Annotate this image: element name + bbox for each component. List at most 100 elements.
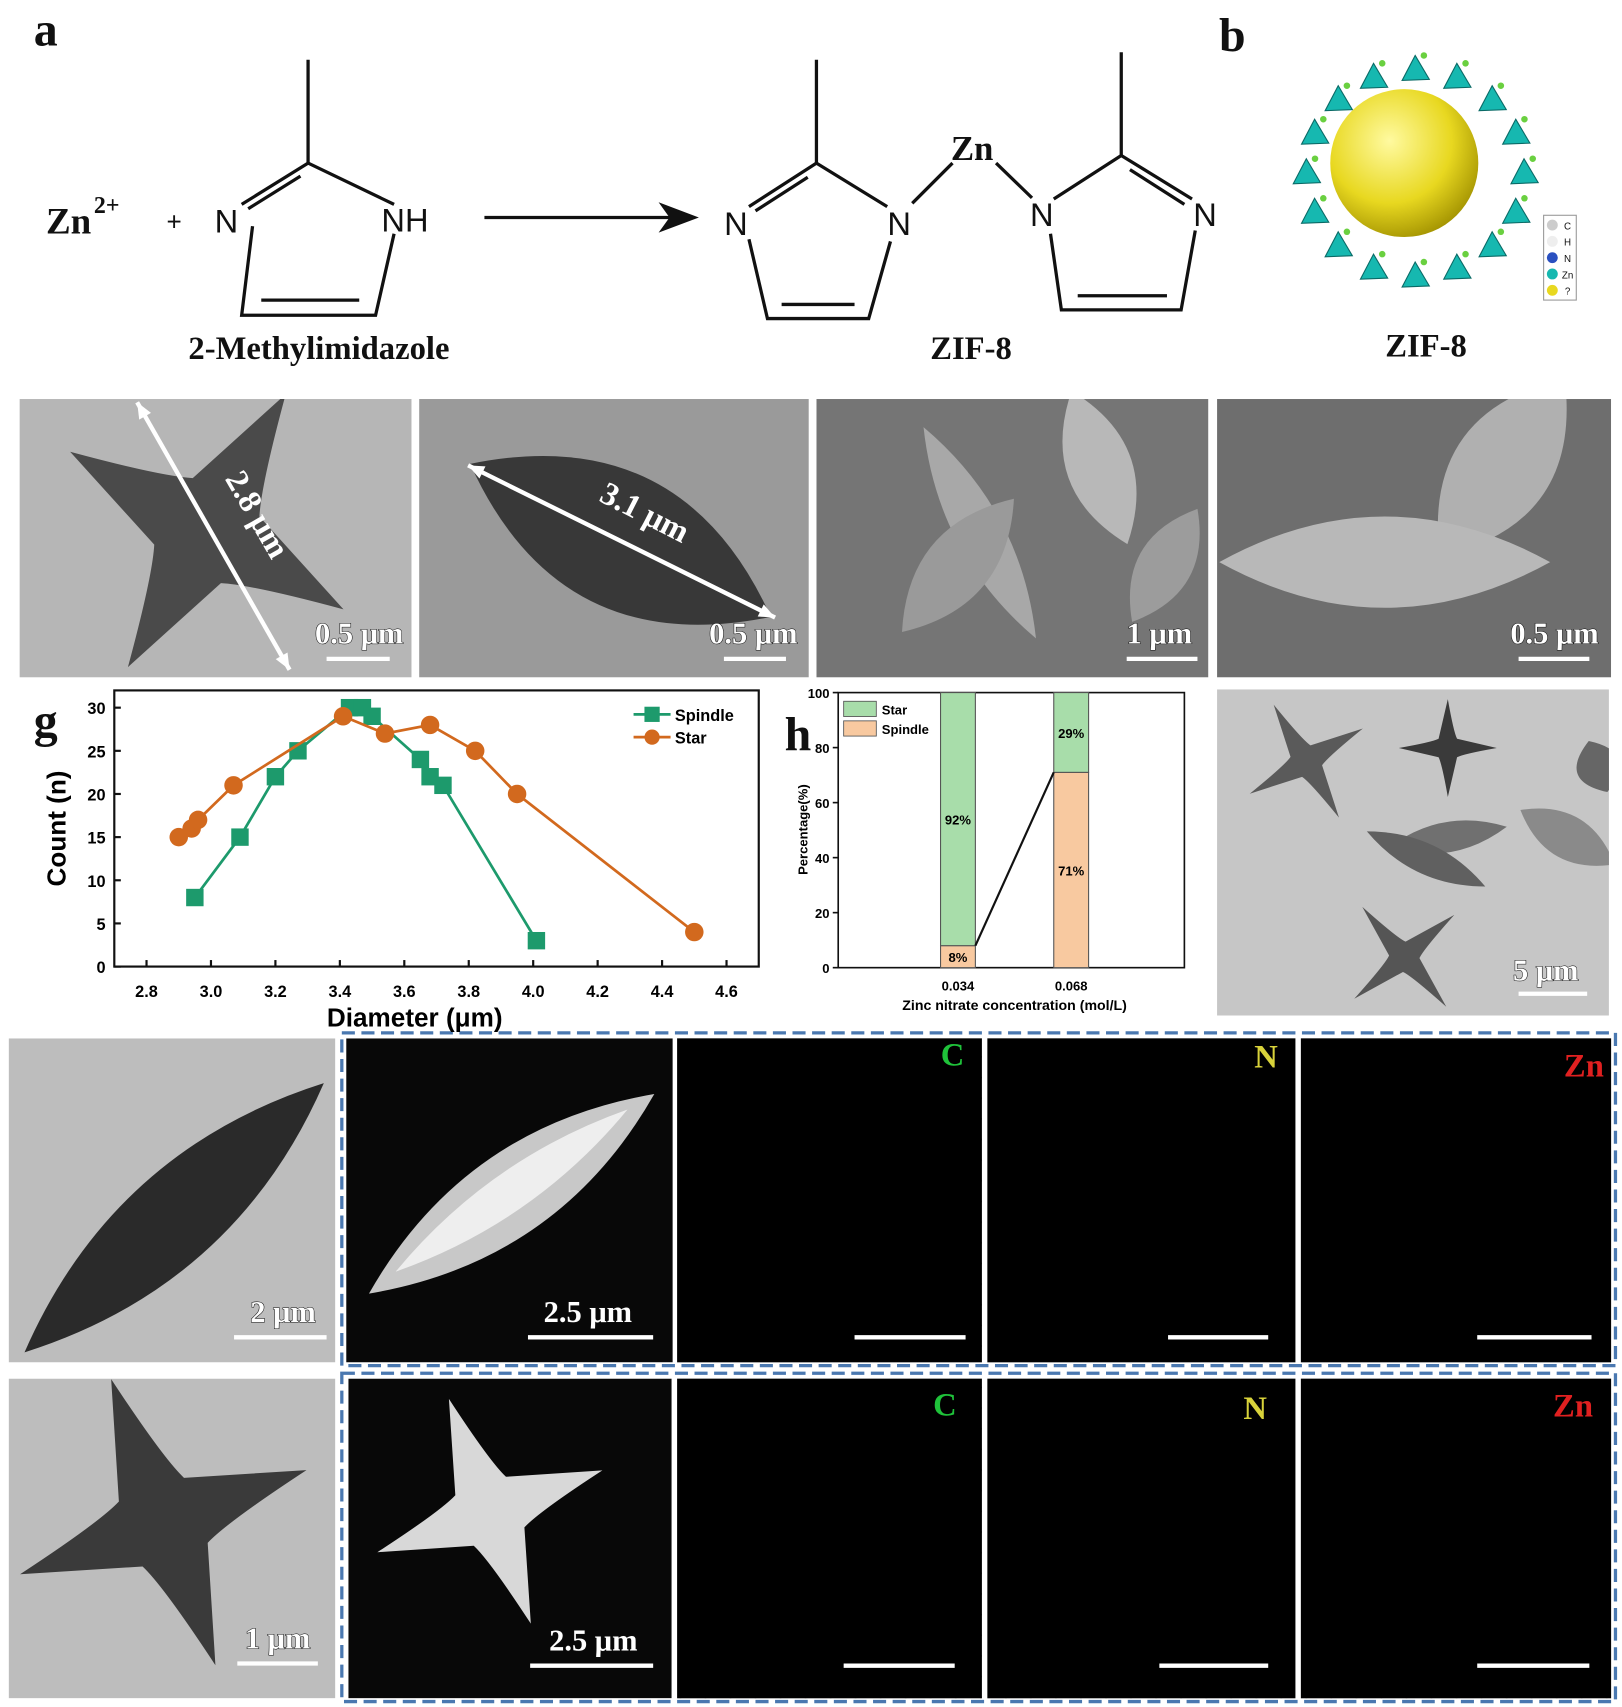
tetrahedron <box>1359 253 1389 280</box>
bond <box>754 175 809 213</box>
value-label: 8% <box>949 950 968 965</box>
label: Zn <box>1564 1048 1604 1084</box>
label: 5 μm <box>1513 954 1579 988</box>
label: g <box>34 695 58 748</box>
legend-label: Star <box>675 730 707 748</box>
atom <box>1462 60 1469 67</box>
dashed-frame <box>340 1031 1618 1368</box>
bar-segment <box>1053 692 1090 773</box>
arrow-head <box>658 202 699 233</box>
micrograph <box>816 399 1209 678</box>
atom <box>1420 52 1428 59</box>
label: 0.5 μm <box>709 617 797 651</box>
marker <box>507 784 527 804</box>
legend-marker <box>644 729 660 745</box>
element-map <box>987 1378 1296 1699</box>
tetrahedron <box>1300 197 1330 224</box>
atom <box>1521 115 1528 123</box>
atom <box>1378 60 1386 67</box>
plot-frame <box>837 691 1186 969</box>
particle <box>1366 831 1486 887</box>
micrograph <box>1217 689 1609 1016</box>
tetrahedron <box>1442 253 1472 280</box>
micrograph <box>348 1378 672 1699</box>
label: H <box>1564 238 1571 249</box>
label: C <box>933 1388 957 1424</box>
legend-marker <box>644 706 660 722</box>
legend-dot <box>1546 219 1558 231</box>
particle <box>1354 906 1455 1007</box>
y-tick-label: 40 <box>815 851 830 866</box>
marker <box>411 750 430 769</box>
x-tick-label: 4.4 <box>651 983 674 1001</box>
tetrahedron <box>1442 62 1472 89</box>
x-axis-label: Zinc nitrate concentration (mol/L) <box>902 997 1127 1013</box>
x-tick-label: 0.068 <box>1055 979 1088 994</box>
label: h <box>785 708 812 761</box>
particle <box>1062 399 1137 545</box>
tetrahedron <box>1324 84 1354 112</box>
bond <box>1129 168 1186 206</box>
reaction-scheme <box>239 52 1197 321</box>
micrograph <box>1217 399 1612 678</box>
label: 2.5 μm <box>544 1295 632 1329</box>
label: 0.5 μm <box>315 617 403 651</box>
bar-segment <box>939 692 976 947</box>
particle <box>1310 1096 1596 1296</box>
y-tick-label: 10 <box>87 873 105 891</box>
y-tick-label: 60 <box>815 796 830 811</box>
atom <box>1497 82 1505 89</box>
arrow-head <box>275 652 290 670</box>
label: C <box>1564 221 1571 232</box>
x-tick-label: 0.034 <box>942 979 975 994</box>
label: ? <box>1565 287 1571 298</box>
tetrahedron <box>1478 84 1508 112</box>
y-tick-label: 5 <box>97 916 106 934</box>
label: N <box>1254 1040 1278 1076</box>
legend-label: Spindle <box>675 707 734 725</box>
particle <box>1219 516 1551 608</box>
marker <box>363 707 381 725</box>
particle <box>70 399 344 668</box>
value-label: 29% <box>1058 726 1085 741</box>
marker <box>224 776 243 795</box>
marker <box>685 922 704 942</box>
tetrahedron <box>1401 260 1431 288</box>
atom <box>1497 228 1505 236</box>
tetrahedron <box>1401 54 1431 82</box>
marker <box>266 768 285 786</box>
element-map <box>987 1038 1296 1363</box>
marker <box>434 776 452 795</box>
tetrahedron <box>1324 230 1354 258</box>
element-map <box>1300 1378 1612 1699</box>
x-tick-label: 3.8 <box>457 983 480 1001</box>
ring <box>1048 154 1197 312</box>
particle <box>1520 808 1609 866</box>
legend-dot <box>1546 268 1558 280</box>
value-label: 71% <box>1058 863 1085 878</box>
label: ZIF-8 <box>1385 329 1467 365</box>
legend-label: Star <box>882 702 907 717</box>
plot-frame <box>113 689 760 968</box>
particle <box>1009 1394 1255 1640</box>
y-tick-label: 100 <box>808 686 830 701</box>
x-tick-label: 2.8 <box>135 983 158 1001</box>
tetrahedra <box>1292 52 1540 288</box>
y-tick-label: 25 <box>87 743 105 761</box>
crystal-structure <box>1292 52 1577 301</box>
atom <box>1521 195 1528 202</box>
label: 2-Methylimidazole <box>188 331 449 367</box>
marker <box>231 828 249 846</box>
label: N <box>1193 196 1217 233</box>
atom <box>1311 155 1319 163</box>
bond <box>911 161 954 205</box>
legend-label: Spindle <box>882 722 929 737</box>
legend-swatch <box>843 720 877 737</box>
y-axis-label: Percentage(%) <box>796 784 811 875</box>
label: 2+ <box>94 193 120 219</box>
label: 2 μm <box>250 1295 316 1329</box>
particle <box>1398 699 1497 797</box>
label: 1 μm <box>1127 617 1193 651</box>
label: + <box>167 207 182 237</box>
